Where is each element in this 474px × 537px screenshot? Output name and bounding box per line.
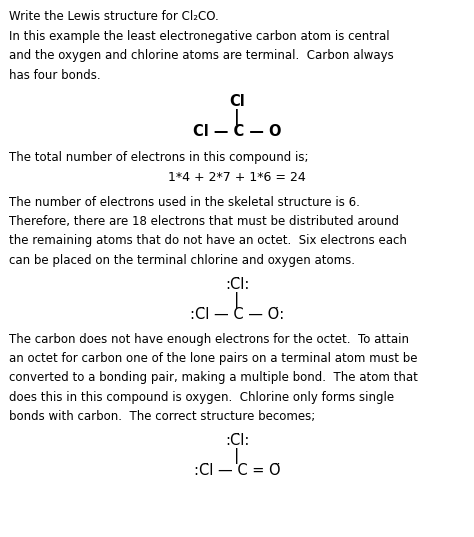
Text: Therefore, there are 18 electrons that must be distributed around: Therefore, there are 18 electrons that m… bbox=[9, 215, 399, 228]
Text: :C̈l:: :C̈l: bbox=[225, 277, 249, 292]
Text: has four bonds.: has four bonds. bbox=[9, 69, 100, 82]
Text: :C̈l:: :C̈l: bbox=[225, 433, 249, 448]
Text: converted to a bonding pair, making a multiple bond.  The atom that: converted to a bonding pair, making a mu… bbox=[9, 371, 418, 384]
Text: |: | bbox=[234, 292, 240, 308]
Text: 1*4 + 2*7 + 1*6 = 24: 1*4 + 2*7 + 1*6 = 24 bbox=[168, 171, 306, 184]
Text: The carbon does not have enough electrons for the octet.  To attain: The carbon does not have enough electron… bbox=[9, 332, 409, 345]
Text: and the oxygen and chlorine atoms are terminal.  Carbon always: and the oxygen and chlorine atoms are te… bbox=[9, 49, 393, 62]
Text: :C̈l — C — Ö:: :C̈l — C — Ö: bbox=[190, 307, 284, 322]
Text: The total number of electrons in this compound is;: The total number of electrons in this co… bbox=[9, 151, 308, 164]
Text: Cl — C — O: Cl — C — O bbox=[193, 124, 281, 139]
Text: :C̈l — C = Ö: :C̈l — C = Ö bbox=[194, 463, 280, 478]
Text: can be placed on the terminal chlorine and oxygen atoms.: can be placed on the terminal chlorine a… bbox=[9, 254, 355, 267]
Text: The number of electrons used in the skeletal structure is 6.: The number of electrons used in the skel… bbox=[9, 196, 359, 209]
Text: bonds with carbon.  The correct structure becomes;: bonds with carbon. The correct structure… bbox=[9, 410, 315, 423]
Text: Cl: Cl bbox=[229, 94, 245, 109]
Text: the remaining atoms that do not have an octet.  Six electrons each: the remaining atoms that do not have an … bbox=[9, 235, 406, 248]
Text: Write the Lewis structure for Cl₂CO.: Write the Lewis structure for Cl₂CO. bbox=[9, 10, 219, 23]
Text: |: | bbox=[234, 448, 240, 464]
Text: In this example the least electronegative carbon atom is central: In this example the least electronegativ… bbox=[9, 30, 389, 43]
Text: an octet for carbon one of the lone pairs on a terminal atom must be: an octet for carbon one of the lone pair… bbox=[9, 352, 417, 365]
Text: does this in this compound is oxygen.  Chlorine only forms single: does this in this compound is oxygen. Ch… bbox=[9, 390, 393, 403]
Text: |: | bbox=[234, 109, 240, 125]
